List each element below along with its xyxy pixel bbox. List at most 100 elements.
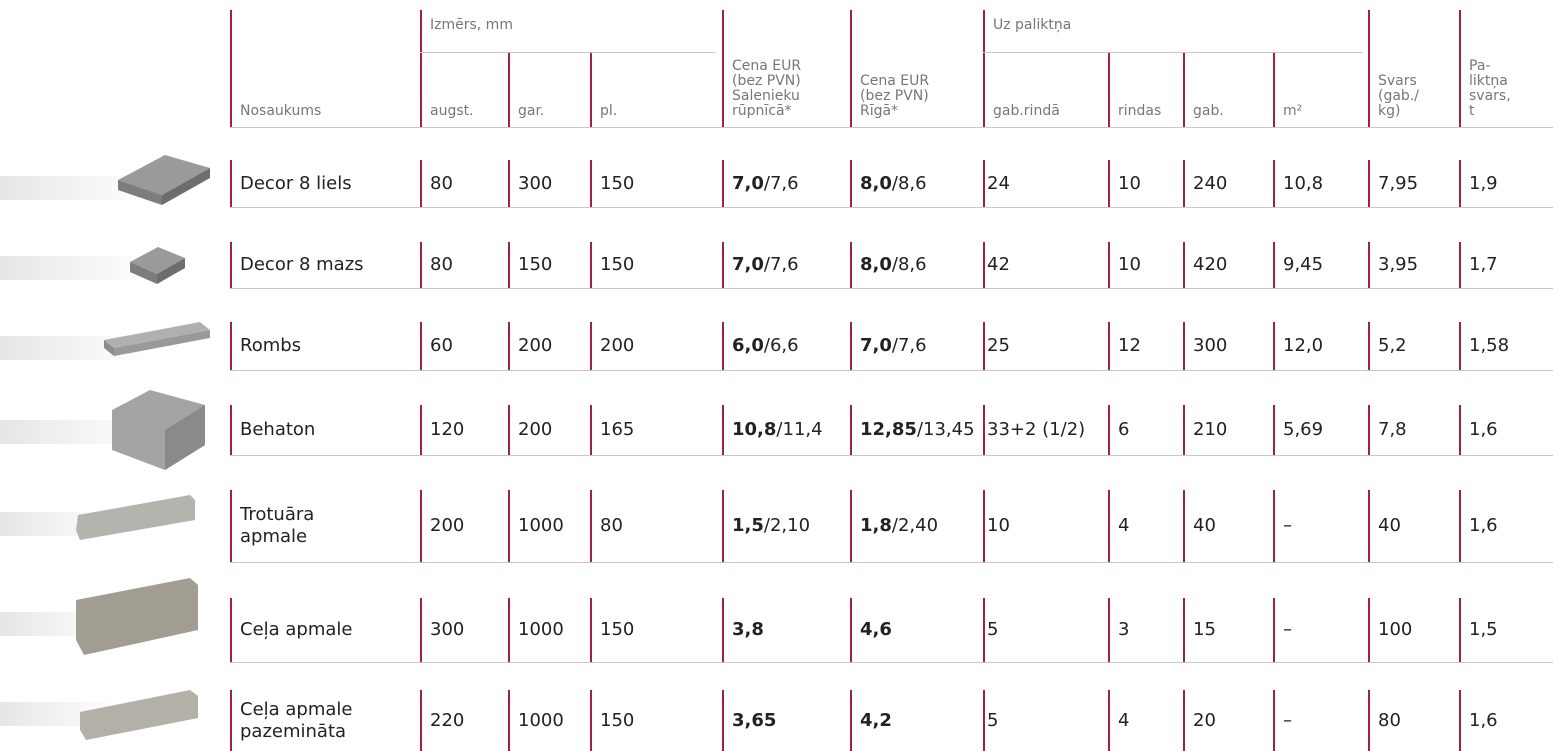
row-divider xyxy=(983,52,1362,53)
column-divider xyxy=(590,690,592,751)
column-divider xyxy=(722,598,724,662)
column-divider xyxy=(1108,52,1110,127)
header-pallet-col: gab. xyxy=(1193,52,1224,119)
column-divider xyxy=(1273,322,1275,370)
column-divider xyxy=(1368,405,1370,455)
pallet-value: 3 xyxy=(1118,619,1129,641)
header-col-text: rindas xyxy=(1118,104,1161,119)
pallet-cell: 5 xyxy=(987,598,998,662)
header-group-text: Izmērs, mm xyxy=(430,18,513,33)
size-value: 80 xyxy=(430,173,453,195)
price-base: 12,85 xyxy=(860,419,917,441)
row-divider xyxy=(230,455,1553,456)
size-value: 200 xyxy=(430,515,464,537)
pallet-weight-cell: 1,6 xyxy=(1469,690,1498,751)
header-name: Nosaukums xyxy=(240,10,321,119)
price-vat: /7,6 xyxy=(764,173,799,195)
column-divider xyxy=(590,160,592,207)
column-divider xyxy=(508,242,510,288)
column-divider xyxy=(1368,242,1370,288)
header-line: Svars xyxy=(1378,74,1419,89)
header-line: kg) xyxy=(1378,104,1419,119)
name-line: pazemināta xyxy=(240,721,353,743)
column-divider xyxy=(420,322,422,370)
size-value: 150 xyxy=(600,254,634,276)
column-divider xyxy=(1273,160,1275,207)
pallet-value: 12,0 xyxy=(1283,335,1323,357)
column-divider xyxy=(722,490,724,562)
size-cell: 150 xyxy=(600,160,634,207)
column-divider xyxy=(1368,598,1370,662)
price-base: 10,8 xyxy=(732,419,776,441)
pallet-value: 42 xyxy=(987,254,1010,276)
size-cell: 80 xyxy=(600,490,623,562)
column-divider xyxy=(850,242,852,288)
pallet-cell: 420 xyxy=(1193,242,1227,288)
column-divider xyxy=(1273,598,1275,662)
header-line: t xyxy=(1469,104,1511,119)
header-line: (gab./ xyxy=(1378,89,1419,104)
column-divider xyxy=(1108,405,1110,455)
column-divider xyxy=(722,405,724,455)
size-cell: 200 xyxy=(518,322,552,370)
column-divider xyxy=(850,322,852,370)
column-divider xyxy=(230,160,232,207)
column-divider xyxy=(1108,598,1110,662)
weight-value: 80 xyxy=(1378,710,1401,732)
pallet-cell: 10 xyxy=(987,490,1010,562)
pallet-cell: 15 xyxy=(1193,598,1216,662)
header-line: (bez PVN) xyxy=(732,74,801,89)
price-cell: 10,8/11,4 xyxy=(732,405,823,455)
column-divider xyxy=(1459,690,1461,751)
size-value: 300 xyxy=(430,619,464,641)
price-cell: 3,8 xyxy=(732,598,764,662)
header-line: liktņa xyxy=(1469,74,1511,89)
column-divider xyxy=(1368,690,1370,751)
price-vat: /13,45 xyxy=(917,419,975,441)
weight-value: 7,8 xyxy=(1378,419,1407,441)
size-cell: 150 xyxy=(518,242,552,288)
column-divider xyxy=(1183,52,1185,127)
column-divider xyxy=(1183,405,1185,455)
size-cell: 300 xyxy=(430,598,464,662)
column-divider xyxy=(1459,322,1461,370)
weight-value: 40 xyxy=(1378,515,1401,537)
column-divider xyxy=(420,598,422,662)
pallet-value: 10,8 xyxy=(1283,173,1323,195)
price-vat: /7,6 xyxy=(764,254,799,276)
pallet-weight-value: 1,58 xyxy=(1469,335,1509,357)
size-value: 150 xyxy=(600,710,634,732)
product-name: Behaton xyxy=(240,405,315,455)
column-divider xyxy=(1459,598,1461,662)
size-cell: 150 xyxy=(600,598,634,662)
pallet-value: 10 xyxy=(1118,254,1141,276)
column-divider xyxy=(508,52,510,127)
row-divider xyxy=(230,662,1553,663)
row-divider xyxy=(230,288,1553,289)
column-divider xyxy=(983,10,985,127)
column-divider xyxy=(1108,160,1110,207)
name-line: apmale xyxy=(240,526,314,548)
pallet-value: 5,69 xyxy=(1283,419,1323,441)
weight-cell: 5,2 xyxy=(1378,322,1407,370)
column-divider xyxy=(590,598,592,662)
price-base: 3,65 xyxy=(732,710,776,732)
pallet-cell: 10,8 xyxy=(1283,160,1323,207)
row-divider xyxy=(230,127,1553,128)
product-name: Ceļa apmalepazemināta xyxy=(240,690,353,751)
column-divider xyxy=(850,690,852,751)
weight-cell: 7,95 xyxy=(1378,160,1418,207)
column-divider xyxy=(420,405,422,455)
size-value: 300 xyxy=(518,173,552,195)
column-divider xyxy=(983,405,985,455)
pallet-cell: 4 xyxy=(1118,690,1129,751)
column-divider xyxy=(1459,405,1461,455)
column-divider xyxy=(1183,490,1185,562)
header-pallet-col: rindas xyxy=(1118,52,1161,119)
column-divider xyxy=(850,160,852,207)
pallet-value: – xyxy=(1283,619,1292,641)
size-cell: 80 xyxy=(430,160,453,207)
column-divider xyxy=(722,690,724,751)
price-base: 8,0 xyxy=(860,254,892,276)
